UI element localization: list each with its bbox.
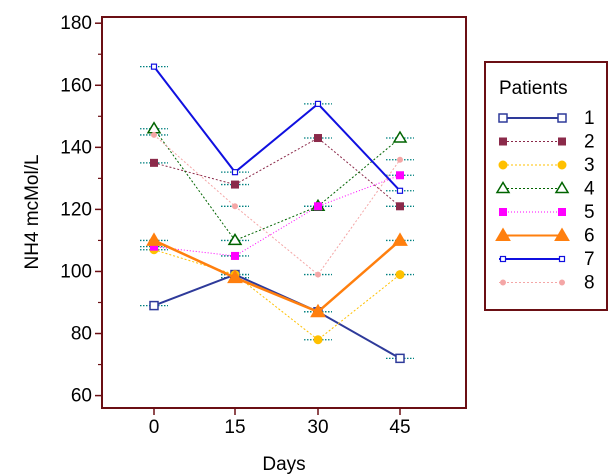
y-tick-label: 120 — [60, 199, 92, 220]
y-axis-label: NH4 mcMol/L — [22, 154, 43, 269]
data-point-7-30 — [314, 100, 322, 107]
legend-entry-4: 4 — [495, 179, 595, 200]
legend-items: 1 23 45 67 8 — [495, 108, 595, 294]
series-line-3 — [153, 249, 401, 341]
series-line-7 — [153, 66, 401, 192]
data-point-4-15 — [227, 232, 243, 246]
legend-marker-right — [554, 227, 570, 241]
data-point-8-45 — [397, 156, 403, 163]
data-point-3-45 — [395, 270, 405, 280]
series-line-6 — [153, 239, 401, 314]
data-point-7-0 — [150, 63, 158, 70]
data-point-5-30 — [314, 202, 322, 211]
legend-marker-right — [557, 160, 567, 170]
legend-marker-left — [495, 227, 511, 241]
data-point-7-15 — [231, 169, 239, 176]
legend: Patients 1 23 45 67 8 — [484, 61, 608, 311]
y-axis: 60 80 100 120 140 160 180 — [60, 13, 102, 407]
data-point-3-30 — [313, 335, 323, 345]
legend-label: 3 — [584, 155, 595, 176]
data-point-2-45 — [396, 202, 404, 211]
legend-entry-2: 2 — [499, 132, 595, 153]
legend-marker-right — [559, 279, 565, 286]
series-1 — [149, 269, 405, 364]
plot-frame — [101, 16, 467, 409]
plot-area — [140, 63, 414, 364]
legend-label: 1 — [584, 108, 595, 129]
legend-entry-6: 6 — [495, 226, 595, 247]
y-tick-label: 60 — [71, 386, 92, 407]
y-tick-label: 80 — [71, 324, 92, 345]
series-2 — [150, 134, 404, 211]
data-point-8-30 — [315, 271, 321, 278]
data-point-1-45 — [395, 353, 405, 364]
legend-marker-right — [558, 208, 566, 216]
error-bar-caps — [140, 66, 414, 359]
series-line-1 — [153, 273, 401, 360]
data-point-6-45 — [392, 232, 408, 246]
series-line-4 — [153, 128, 401, 242]
series-7 — [150, 63, 404, 194]
legend-marker-left — [499, 208, 507, 216]
data-point-2-30 — [314, 134, 322, 143]
series-line-5 — [153, 174, 401, 257]
y-tick-label: 160 — [60, 75, 92, 96]
data-point-1-0 — [149, 300, 159, 311]
series-line-8 — [153, 134, 401, 276]
legend-marker-left — [499, 137, 507, 146]
legend-label: 2 — [584, 132, 595, 153]
y-tick-label: 180 — [60, 13, 92, 34]
legend-label: 4 — [584, 179, 595, 200]
legend-marker-left — [498, 113, 508, 123]
y-tick-label: 140 — [60, 137, 92, 158]
legend-marker-left — [495, 181, 511, 194]
series-line-2 — [153, 137, 401, 207]
legend-marker-right — [558, 137, 566, 146]
x-tick-label: 45 — [389, 417, 410, 438]
x-tick-label: 0 — [149, 417, 160, 438]
legend-entry-5: 5 — [499, 202, 595, 223]
legend-entry-8: 8 — [499, 273, 595, 294]
legend-marker-right — [558, 255, 566, 263]
legend-entry-1: 1 — [498, 108, 595, 129]
legend-entry-3: 3 — [498, 155, 595, 176]
x-tick-label: 15 — [224, 417, 245, 438]
data-point-5-45 — [396, 171, 404, 180]
data-point-6-0 — [146, 232, 162, 246]
legend-box — [484, 61, 608, 311]
series-4 — [146, 121, 408, 246]
data-point-2-0 — [150, 158, 158, 167]
legend-marker-right — [557, 113, 567, 123]
legend-label: 7 — [584, 249, 595, 270]
series-5 — [150, 171, 404, 260]
data-point-8-0 — [151, 131, 157, 138]
series-6 — [146, 232, 408, 318]
y-tick-label: 100 — [60, 261, 92, 282]
x-axis-label: Days — [262, 454, 305, 475]
x-tick-label: 30 — [307, 417, 328, 438]
data-point-5-15 — [231, 251, 239, 260]
data-point-7-45 — [396, 187, 404, 194]
legend-label: 8 — [584, 273, 595, 294]
legend-label: 6 — [584, 226, 595, 247]
data-point-6-30 — [310, 303, 326, 318]
data-point-2-15 — [231, 180, 239, 189]
data-point-6-15 — [227, 269, 243, 284]
series-8 — [151, 131, 403, 278]
legend-label: 5 — [584, 202, 595, 223]
legend-marker-left — [498, 160, 508, 170]
data-point-4-0 — [146, 121, 162, 134]
data-point-8-15 — [232, 203, 238, 210]
legend-title: Patients — [499, 78, 568, 99]
legend-marker-left — [499, 255, 507, 263]
x-axis: 0 15 30 45 — [149, 408, 411, 438]
legend-marker-right — [554, 181, 570, 194]
legend-entry-7: 7 — [499, 249, 595, 270]
legend-marker-left — [500, 279, 506, 286]
data-point-4-45 — [392, 130, 408, 143]
